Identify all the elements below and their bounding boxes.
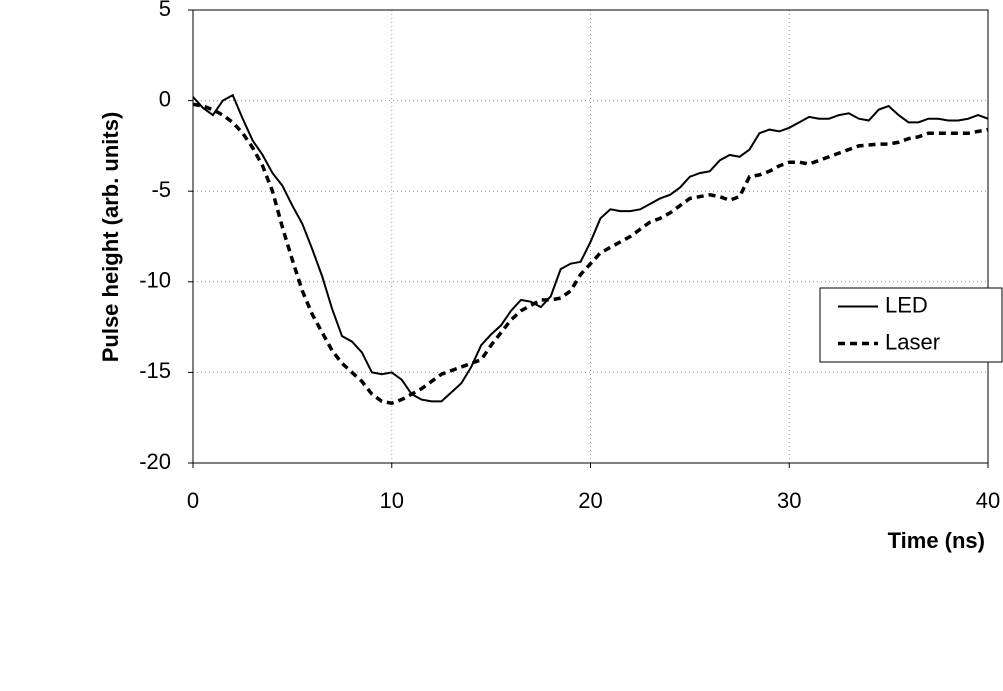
y-tick-label: 5: [159, 0, 171, 21]
series-line: [192, 93, 989, 403]
legend-label: LED: [885, 292, 928, 317]
plot-frame: [192, 9, 989, 464]
y-axis-label: Pulse height (arb. units): [98, 112, 123, 363]
x-tick-label: 20: [578, 488, 602, 513]
y-tick-label: -20: [139, 449, 171, 474]
y-tick-label: -10: [139, 268, 171, 293]
x-tick-label: 0: [187, 488, 199, 513]
legend-box: [819, 287, 1003, 363]
legend-label: Laser: [885, 329, 940, 354]
series-line: [192, 102, 989, 406]
x-tick-label: 30: [777, 488, 801, 513]
y-tick-label: -5: [151, 177, 171, 202]
y-tick-label: 0: [159, 86, 171, 111]
x-tick-label: 40: [976, 488, 1000, 513]
y-tick-label: -15: [139, 358, 171, 383]
x-tick-label: 10: [380, 488, 404, 513]
x-axis-label: Time (ns): [888, 528, 985, 553]
